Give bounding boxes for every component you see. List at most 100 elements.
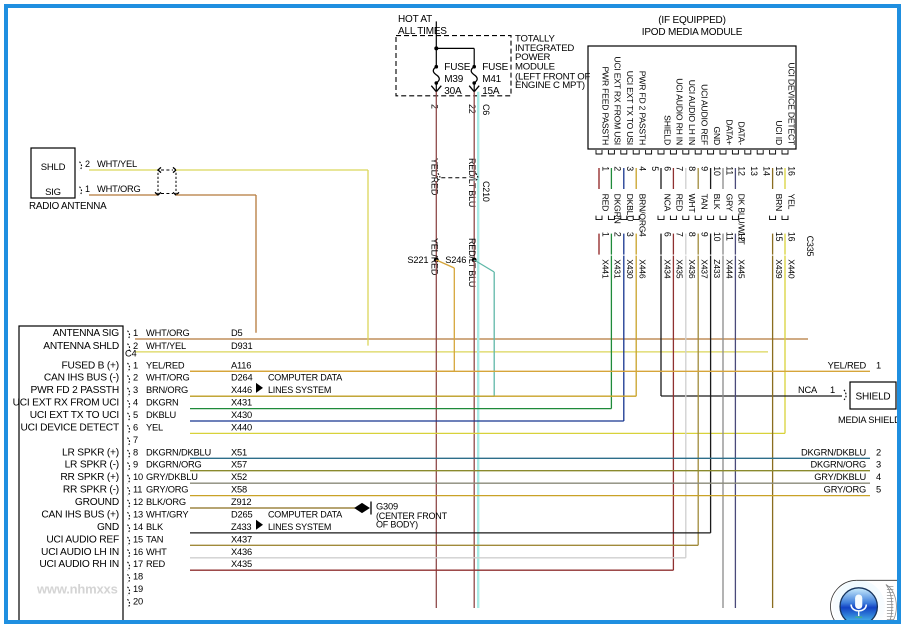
svg-text:6: 6 xyxy=(133,422,138,432)
svg-text:SHLD: SHLD xyxy=(41,162,66,173)
svg-text:X436: X436 xyxy=(687,259,697,279)
svg-text:X58: X58 xyxy=(231,485,247,495)
svg-text:3: 3 xyxy=(625,232,635,237)
svg-text:GRY/ORG: GRY/ORG xyxy=(824,485,866,495)
svg-text:1: 1 xyxy=(133,360,138,370)
svg-text:OF BODY): OF BODY) xyxy=(376,520,418,530)
svg-text:1: 1 xyxy=(830,385,835,395)
svg-text:10: 10 xyxy=(133,472,143,482)
svg-text:C4: C4 xyxy=(125,348,137,358)
svg-text:Z912: Z912 xyxy=(231,497,251,507)
svg-text:15A: 15A xyxy=(482,86,500,97)
svg-text:GRY: GRY xyxy=(724,194,734,212)
svg-text:20: 20 xyxy=(133,597,143,607)
svg-text:2: 2 xyxy=(85,159,90,169)
svg-text:C335: C335 xyxy=(805,236,815,257)
svg-text:X440: X440 xyxy=(231,422,252,432)
svg-text:9: 9 xyxy=(133,460,138,470)
svg-text:X444: X444 xyxy=(724,259,734,279)
svg-text:17: 17 xyxy=(133,559,143,569)
svg-text:4: 4 xyxy=(133,398,138,408)
svg-text:YEL/RED: YEL/RED xyxy=(828,360,867,370)
svg-text:2: 2 xyxy=(613,166,623,171)
svg-text:12: 12 xyxy=(133,497,143,507)
svg-text:4: 4 xyxy=(638,166,648,171)
svg-text:M41: M41 xyxy=(482,74,501,85)
svg-text:D931: D931 xyxy=(231,341,252,351)
svg-text:15: 15 xyxy=(133,534,143,544)
svg-text:X435: X435 xyxy=(675,259,685,279)
svg-text:15: 15 xyxy=(774,232,784,242)
svg-text:3: 3 xyxy=(133,385,138,395)
svg-text:9: 9 xyxy=(700,166,710,171)
svg-text:DKGRN/ORG: DKGRN/ORG xyxy=(810,460,866,470)
svg-text:16: 16 xyxy=(133,547,143,557)
svg-text:UCI EXT RX FROM UCI: UCI EXT RX FROM UCI xyxy=(13,398,119,409)
svg-text:BLK: BLK xyxy=(712,194,722,210)
svg-text:RED: RED xyxy=(675,194,685,212)
svg-text:TAN: TAN xyxy=(146,534,163,544)
svg-text:COMPUTER DATA: COMPUTER DATA xyxy=(268,373,342,383)
svg-text:13: 13 xyxy=(749,166,759,176)
svg-text:DATA+: DATA+ xyxy=(724,119,734,145)
svg-text:UCI DEVICE DETECT: UCI DEVICE DETECT xyxy=(21,422,120,433)
svg-text:8: 8 xyxy=(687,232,697,237)
svg-text:X446: X446 xyxy=(231,385,252,395)
svg-text:RR SPKR (+): RR SPKR (+) xyxy=(60,472,119,483)
svg-text:COMPUTER DATA: COMPUTER DATA xyxy=(268,510,342,520)
svg-text:YEL/RED: YEL/RED xyxy=(429,158,439,196)
svg-text:YEL: YEL xyxy=(786,194,796,210)
svg-text:LR SPKR (-): LR SPKR (-) xyxy=(65,460,119,471)
svg-text:ENGINE C MPT): ENGINE C MPT) xyxy=(515,80,585,91)
svg-text:YEL/RED: YEL/RED xyxy=(146,360,185,370)
svg-text:GROUND: GROUND xyxy=(75,497,119,508)
svg-text:1: 1 xyxy=(600,232,610,237)
svg-text:12: 12 xyxy=(737,166,747,176)
svg-text:5: 5 xyxy=(650,166,660,171)
svg-text:X439: X439 xyxy=(774,259,784,279)
svg-text:S221: S221 xyxy=(407,255,428,265)
svg-text:16: 16 xyxy=(786,232,796,242)
svg-text:NCA: NCA xyxy=(798,385,818,395)
svg-text:1: 1 xyxy=(876,360,881,370)
svg-text:D265: D265 xyxy=(231,510,252,520)
svg-text:CAN IHS BUS (+): CAN IHS BUS (+) xyxy=(41,510,119,521)
svg-text:13: 13 xyxy=(133,510,143,520)
svg-text:C210: C210 xyxy=(481,181,491,202)
svg-text:UCI ID: UCI ID xyxy=(774,120,784,145)
svg-text:UCI AUDIO LH IN: UCI AUDIO LH IN xyxy=(41,547,119,558)
svg-text:GND: GND xyxy=(712,127,722,146)
svg-text:2: 2 xyxy=(133,373,138,383)
svg-text:WHT/YEL: WHT/YEL xyxy=(146,341,186,351)
svg-text:DKGRN/DKBLU: DKGRN/DKBLU xyxy=(146,447,211,457)
svg-text:18: 18 xyxy=(133,572,143,582)
svg-text:15: 15 xyxy=(774,166,784,176)
svg-text:SHIELD: SHIELD xyxy=(856,392,891,403)
svg-text:2: 2 xyxy=(876,447,881,457)
svg-text:11: 11 xyxy=(724,232,734,241)
svg-text:X435: X435 xyxy=(231,559,252,569)
svg-text:UCI AUDIO LH IN: UCI AUDIO LH IN xyxy=(687,80,697,145)
svg-text:UCI EXT TX TO UCI: UCI EXT TX TO UCI xyxy=(30,410,119,421)
svg-text:X441: X441 xyxy=(600,259,610,279)
svg-text:5: 5 xyxy=(876,485,881,495)
svg-text:6: 6 xyxy=(662,166,672,171)
svg-text:X431: X431 xyxy=(613,259,623,279)
svg-text:GRY/ORG: GRY/ORG xyxy=(146,485,188,495)
svg-text:BLK: BLK xyxy=(146,522,164,532)
svg-text:RED: RED xyxy=(600,194,610,212)
svg-text:14: 14 xyxy=(762,166,772,176)
svg-text:BRN/ORG: BRN/ORG xyxy=(638,194,648,233)
svg-text:X52: X52 xyxy=(231,472,247,482)
svg-text:2: 2 xyxy=(613,232,623,237)
svg-text:WHT/ORG: WHT/ORG xyxy=(146,373,190,383)
svg-text:PWR FEED PASSTH: PWR FEED PASSTH xyxy=(600,67,610,146)
svg-text:5: 5 xyxy=(133,410,138,420)
svg-text:NCA: NCA xyxy=(662,194,672,212)
svg-text:X440: X440 xyxy=(786,259,796,279)
svg-text:LINES SYSTEM: LINES SYSTEM xyxy=(268,522,331,532)
svg-text:FUSE: FUSE xyxy=(482,62,508,73)
svg-text:UCI AUDIO RH IN: UCI AUDIO RH IN xyxy=(39,559,119,570)
svg-text:FUSE: FUSE xyxy=(444,62,470,73)
svg-text:UCI AUDIO RH IN: UCI AUDIO RH IN xyxy=(675,78,685,145)
